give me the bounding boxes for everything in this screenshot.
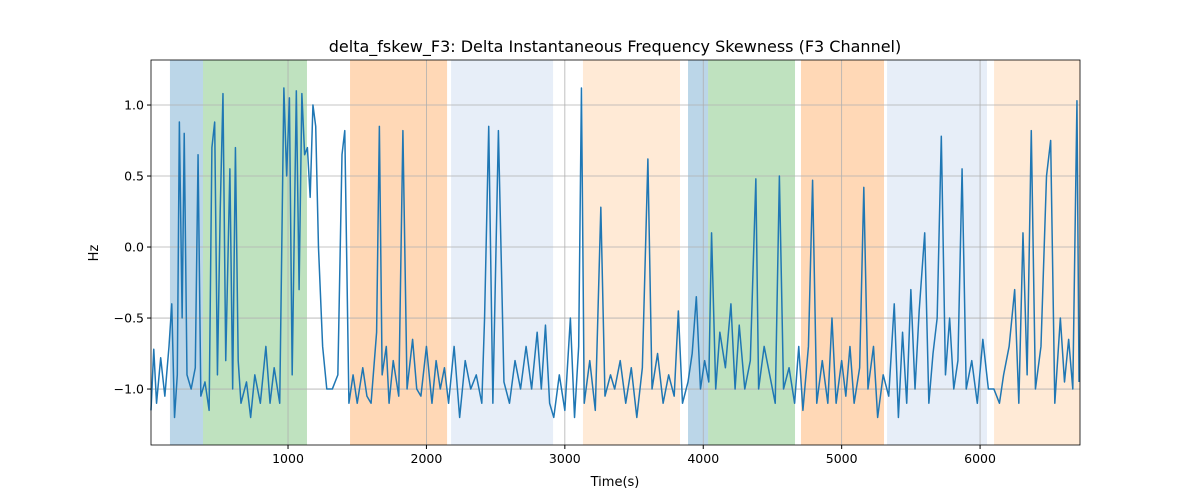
y-tick-label: 0.0 (124, 240, 144, 255)
y-axis-label: Hz (87, 245, 102, 262)
shaded-span (582, 60, 680, 445)
plot-frame (150, 59, 1081, 446)
y-tick-label: −0.5 (114, 311, 144, 326)
shaded-span (800, 60, 885, 445)
chart-title: delta_fskew_F3: Delta Instantaneous Freq… (329, 37, 901, 57)
shaded-span (688, 60, 709, 445)
x-axis-label: Time(s) (590, 475, 640, 490)
shaded-span (169, 60, 204, 445)
y-tick-label: 0.5 (124, 169, 144, 184)
shaded-span (708, 60, 796, 445)
x-tick-label: 2000 (411, 451, 443, 466)
x-tick-label: 1000 (272, 451, 304, 466)
data-line (150, 87, 1080, 419)
y-tick-label: 1.0 (124, 98, 144, 113)
x-tick-label: 4000 (687, 451, 719, 466)
shaded-span (451, 60, 554, 445)
x-tick-label: 6000 (964, 451, 996, 466)
shaded-span (887, 60, 987, 445)
x-tick-label: 5000 (826, 451, 858, 466)
y-tick-label: −1.0 (114, 382, 144, 397)
shaded-span (994, 60, 1080, 445)
x-tick-label: 3000 (549, 451, 581, 466)
